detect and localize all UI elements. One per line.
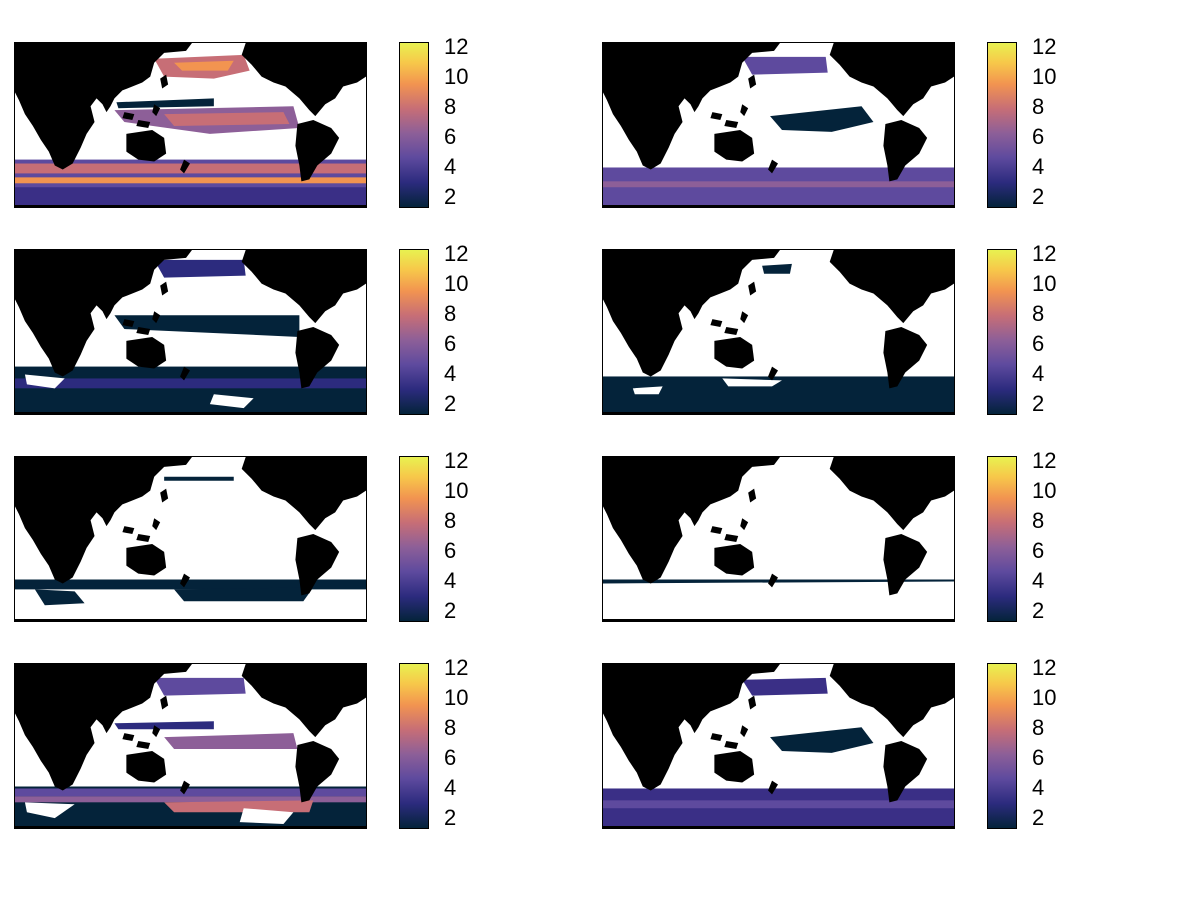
cbar8-tick-8: 8 (1032, 715, 1045, 740)
cbar7-tick-12: 12 (444, 655, 469, 680)
colorbar-5 (399, 456, 429, 622)
cbar7-tick-2: 2 (444, 805, 457, 830)
cbar3-tick-8: 8 (444, 301, 457, 326)
map-panel-5 (14, 456, 367, 622)
cbar2-tick-12: 12 (1032, 34, 1057, 59)
cbar3-tick-2: 2 (444, 391, 457, 416)
colorbar-8 (987, 663, 1017, 829)
cbar1-tick-4: 4 (444, 154, 457, 179)
cbar8-tick-4: 4 (1032, 775, 1045, 800)
map-panel-6 (602, 456, 955, 622)
cbar7-tick-4: 4 (444, 775, 457, 800)
cbar8-tick-2: 2 (1032, 805, 1045, 830)
cbar2-tick-10: 10 (1032, 64, 1057, 89)
cbar8-tick-6: 6 (1032, 745, 1045, 770)
cbar6-tick-6: 6 (1032, 538, 1045, 563)
cbar6-tick-12: 12 (1032, 448, 1057, 473)
cbar4-tick-10: 10 (1032, 271, 1057, 296)
cbar6-tick-10: 10 (1032, 478, 1057, 503)
cbar7-tick-6: 6 (444, 745, 457, 770)
colorbar-3 (399, 249, 429, 415)
cbar6-tick-8: 8 (1032, 508, 1045, 533)
cbar5-tick-4: 4 (444, 568, 457, 593)
cbar7-tick-10: 10 (444, 685, 469, 710)
cbar2-tick-6: 6 (1032, 124, 1045, 149)
map-panel-7 (14, 663, 367, 829)
cbar4-tick-12: 12 (1032, 241, 1057, 266)
cbar6-tick-4: 4 (1032, 568, 1045, 593)
colorbar-1 (399, 42, 429, 208)
cbar8-tick-10: 10 (1032, 685, 1057, 710)
cbar3-tick-10: 10 (444, 271, 469, 296)
colorbar-7 (399, 663, 429, 829)
cbar6-tick-2: 2 (1032, 598, 1045, 623)
cbar4-tick-4: 4 (1032, 361, 1045, 386)
cbar3-tick-4: 4 (444, 361, 457, 386)
colorbar-6 (987, 456, 1017, 622)
map-panel-4 (602, 249, 955, 415)
map-panel-1 (14, 42, 367, 208)
map-panel-3 (14, 249, 367, 415)
cbar5-tick-2: 2 (444, 598, 457, 623)
map-panel-2 (602, 42, 955, 208)
cbar4-tick-2: 2 (1032, 391, 1045, 416)
cbar1-tick-2: 2 (444, 184, 457, 209)
cbar2-tick-4: 4 (1032, 154, 1045, 179)
cbar5-tick-8: 8 (444, 508, 457, 533)
cbar3-tick-6: 6 (444, 331, 457, 356)
cbar1-tick-6: 6 (444, 124, 457, 149)
map-panel-8 (602, 663, 955, 829)
colorbar-4 (987, 249, 1017, 415)
cbar7-tick-8: 8 (444, 715, 457, 740)
cbar4-tick-8: 8 (1032, 301, 1045, 326)
cbar4-tick-6: 6 (1032, 331, 1045, 356)
cbar5-tick-6: 6 (444, 538, 457, 563)
cbar5-tick-12: 12 (444, 448, 469, 473)
cbar2-tick-2: 2 (1032, 184, 1045, 209)
colorbar-2 (987, 42, 1017, 208)
cbar1-tick-8: 8 (444, 94, 457, 119)
cbar2-tick-8: 8 (1032, 94, 1045, 119)
cbar1-tick-10: 10 (444, 64, 469, 89)
cbar8-tick-12: 12 (1032, 655, 1057, 680)
cbar5-tick-10: 10 (444, 478, 469, 503)
cbar1-tick-12: 12 (444, 34, 469, 59)
cbar3-tick-12: 12 (444, 241, 469, 266)
